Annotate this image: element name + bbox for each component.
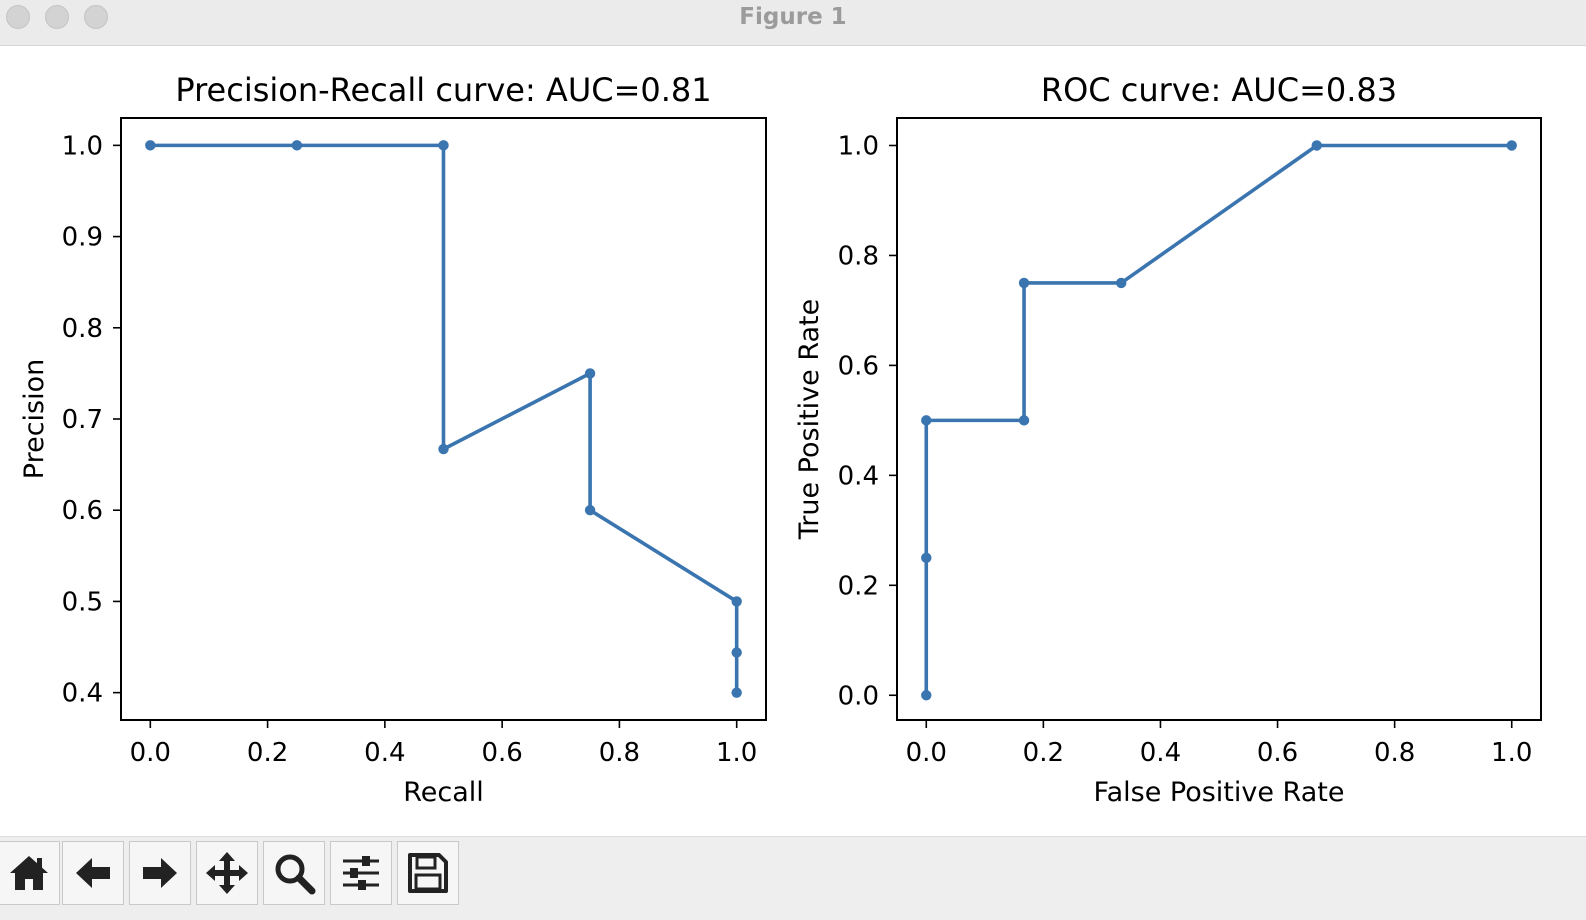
pr-y-tick-label: 0.8 [62,314,103,344]
pr-data-point [584,505,596,516]
roc-data-point [921,552,932,564]
pr-y-tick-label: 1.0 [62,131,103,161]
move-icon [206,852,248,894]
pr-data-point [731,647,742,658]
roc-x-tick-label: 0.2 [1023,738,1064,768]
zoom-window-button[interactable] [84,5,108,29]
pr-y-tick-label: 0.6 [62,496,103,526]
pr-y-tick-label: 0.5 [62,587,103,617]
roc-y-axis-label: True Positive Rate [794,299,825,541]
roc-x-tick-label: 0.8 [1374,738,1415,768]
roc-data-point [1018,415,1030,426]
pr-x-tick-label: 0.8 [599,738,640,768]
forward-button[interactable] [129,841,191,905]
pr-x-tick-label: 0.6 [481,738,522,768]
figure-canvas[interactable]: Precision-Recall curve: AUC=0.81 0.0 0.2 0.… [0,46,1586,836]
roc-series-line [924,143,1512,696]
save-button[interactable] [397,841,459,905]
pr-data-point [731,596,742,607]
roc-x-tick-label: 0.0 [906,738,947,768]
roc-y-tick-label: 0.2 [838,571,879,601]
pr-x-tick-label: 0.4 [364,738,405,768]
roc-data-point [921,690,932,701]
roc-y-tick-label: 0.4 [838,461,879,491]
roc-x-tick-label: 1.0 [1491,738,1532,768]
pr-axes-frame [120,117,767,721]
pr-data-point [145,140,156,151]
roc-y-tick-label: 0.6 [838,351,879,381]
roc-data-point [921,415,932,426]
pr-x-axis-label: Recall [403,777,484,808]
roc-axes-frame [896,117,1542,721]
pr-y-tick-label: 0.9 [62,223,103,253]
arrow-right-icon [143,858,177,888]
pr-series-line [150,143,739,693]
roc-y-tick-label: 0.0 [838,681,879,711]
magnifier-icon [275,854,316,895]
pr-x-tick-label: 0.0 [130,738,171,768]
navigation-toolbar [0,836,1586,920]
roc-data-point [1116,277,1127,289]
roc-x-tick-label: 0.4 [1140,738,1181,768]
pr-x-tick-label: 1.0 [716,738,757,768]
roc-chart-title: ROC curve: AUC=0.83 [1041,71,1397,109]
close-window-button[interactable] [6,5,30,29]
pr-chart-title: Precision-Recall curve: AUC=0.81 [175,71,711,109]
roc-data-point [1506,140,1517,151]
window-title: Figure 1 [739,4,847,30]
pr-y-tick-label: 0.4 [62,679,103,709]
pr-data-point [584,368,596,379]
window-titlebar: Figure 1 [0,0,1586,46]
pr-data-point [438,140,449,151]
pr-y-tick-label: 0.7 [62,405,103,435]
home-icon [10,856,48,890]
floppy-disk-icon [408,853,448,893]
pr-data-point [291,140,303,151]
figure-svg: Precision-Recall curve: AUC=0.81 0.0 0.2 0.… [19,71,1542,808]
pr-x-tick-label: 0.2 [247,738,288,768]
pan-button[interactable] [196,841,258,905]
pr-y-axis-label: Precision [19,359,50,479]
zoom-button[interactable] [263,841,325,905]
minimize-window-button[interactable] [45,5,69,29]
back-button[interactable] [62,841,124,905]
pr-data-point [731,687,742,698]
roc-y-tick-label: 1.0 [838,131,879,161]
home-button[interactable] [0,841,60,905]
configure-subplots-button[interactable] [330,841,392,905]
roc-x-axis-label: False Positive Rate [1094,777,1345,808]
pr-data-point [438,443,449,455]
roc-data-point [1018,277,1030,289]
arrow-left-icon [76,858,110,888]
sliders-icon [343,856,379,890]
roc-x-tick-label: 0.6 [1257,738,1298,768]
roc-y-tick-label: 0.8 [838,241,879,271]
roc-data-point [1311,140,1322,151]
